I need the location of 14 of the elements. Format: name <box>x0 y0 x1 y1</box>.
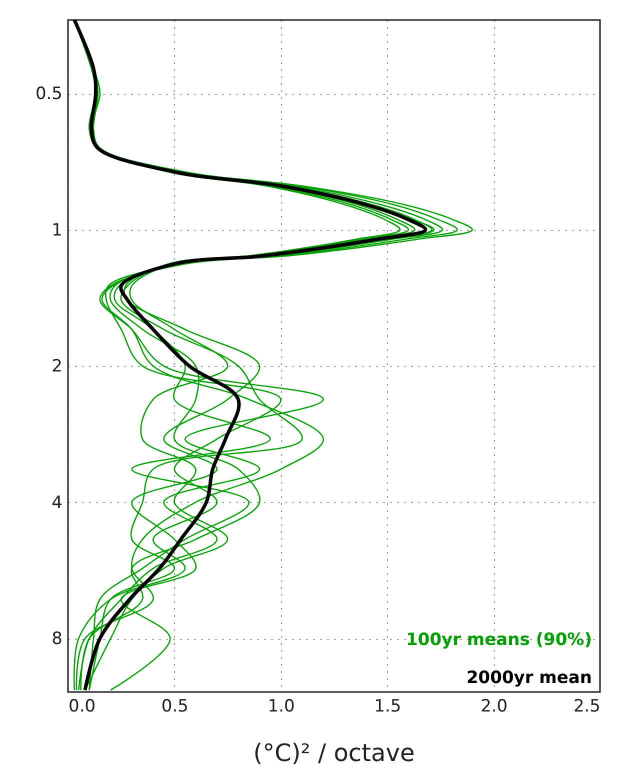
text: 2000yr mean <box>466 668 592 688</box>
x-tick-label: 0.5 <box>161 696 188 716</box>
text: 100yr means (90%) <box>406 630 592 650</box>
x-axis-title: (°C)² / octave <box>253 739 415 767</box>
x-tick-label: 0.0 <box>68 696 96 716</box>
y-tick-label: 1 <box>52 220 62 240</box>
x-tick-label: 1.0 <box>268 696 295 716</box>
x-tick-label: 1.5 <box>374 696 402 716</box>
y-tick-label: 4 <box>52 492 62 513</box>
y-tick-label: 0.5 <box>35 84 62 104</box>
y-tick-label: 2 <box>52 356 62 377</box>
x-tick-label: 2.0 <box>480 696 508 716</box>
y-tick-label: 8 <box>52 629 62 650</box>
x-tick-label: 2.5 <box>573 696 600 716</box>
